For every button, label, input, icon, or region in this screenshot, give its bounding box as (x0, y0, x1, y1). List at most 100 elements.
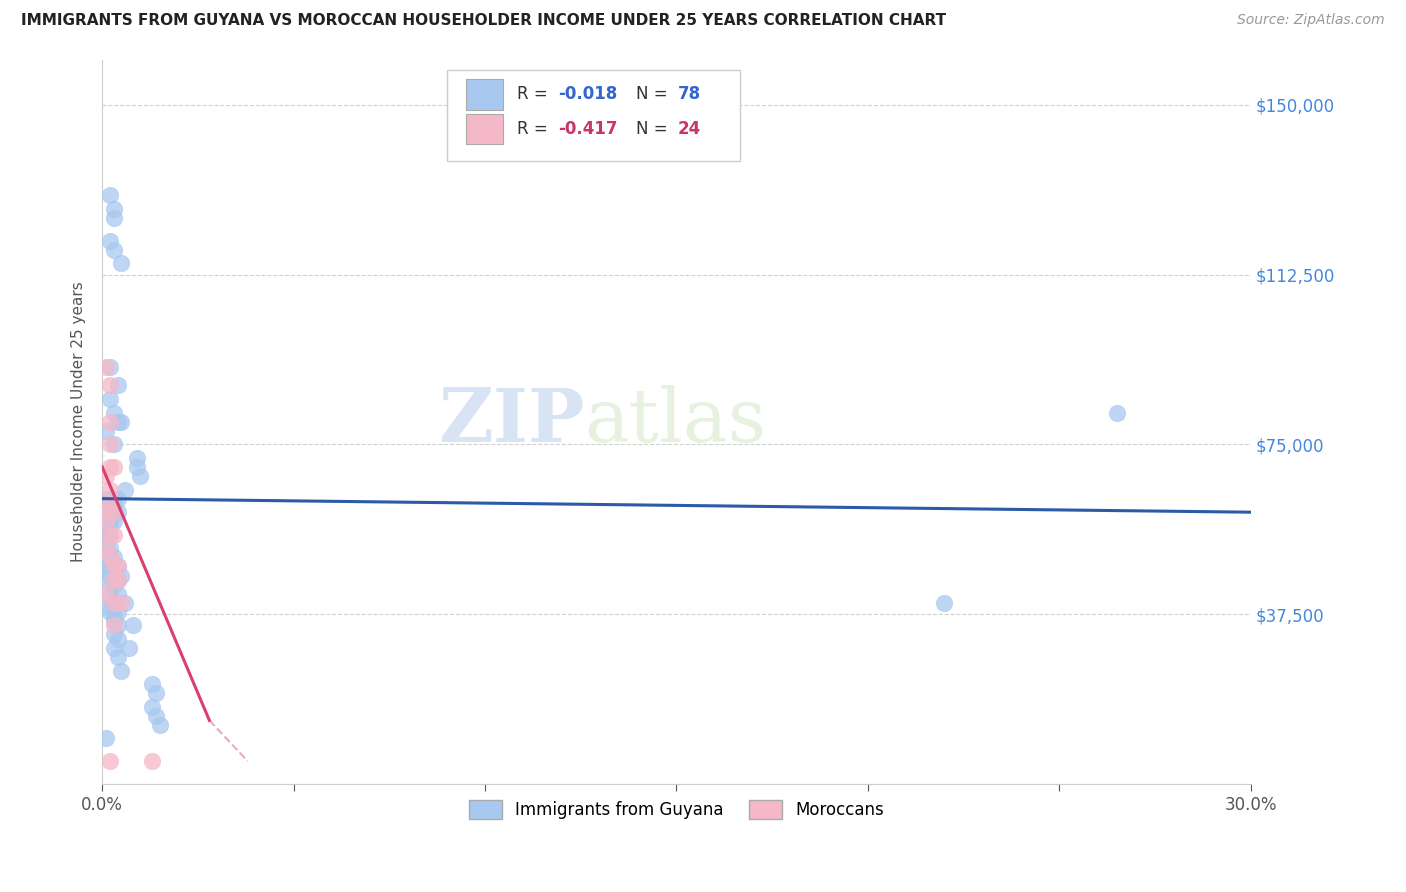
Point (98, 509, 121, 524)
Point (98, 360, 121, 375)
Text: IMMIGRANTS FROM GUYANA VS MOROCCAN HOUSEHOLDER INCOME UNDER 25 YEARS CORRELATION: IMMIGRANTS FROM GUYANA VS MOROCCAN HOUSE… (21, 13, 946, 29)
Point (110, 415, 132, 429)
Point (94, 537, 117, 551)
Point (110, 568, 132, 582)
Point (98, 528, 121, 542)
Point (94, 550, 117, 565)
Point (1105, 406, 1128, 420)
Point (94, 528, 117, 542)
Point (103, 577, 125, 591)
Legend: Immigrants from Guyana, Moroccans: Immigrants from Guyana, Moroccans (463, 794, 891, 826)
Point (107, 650, 129, 665)
Point (107, 559, 129, 574)
Point (98, 483, 121, 497)
Point (98, 415, 121, 429)
Text: ZIP: ZIP (439, 385, 585, 458)
Point (98, 378, 121, 392)
Point (94, 360, 117, 375)
Point (141, 699, 163, 714)
Text: N =: N = (636, 86, 673, 103)
Point (94, 533, 117, 547)
Point (110, 664, 132, 678)
Point (94, 514, 117, 528)
Text: Source: ZipAtlas.com: Source: ZipAtlas.com (1237, 13, 1385, 28)
Point (103, 559, 125, 574)
Text: 78: 78 (678, 86, 700, 103)
Point (98, 754, 121, 768)
Point (125, 450, 148, 465)
FancyBboxPatch shape (467, 79, 503, 110)
Point (110, 596, 132, 610)
Point (103, 528, 125, 542)
Point (107, 587, 129, 601)
Point (125, 459, 148, 474)
Point (94, 541, 117, 556)
Text: atlas: atlas (585, 385, 766, 458)
Point (103, 596, 125, 610)
Point (107, 559, 129, 574)
Point (103, 627, 125, 641)
Point (114, 483, 136, 497)
Point (103, 550, 125, 565)
Point (94, 587, 117, 601)
Point (103, 596, 125, 610)
Point (94, 523, 117, 537)
Text: -0.018: -0.018 (558, 86, 617, 103)
FancyBboxPatch shape (447, 70, 740, 161)
Point (107, 573, 129, 587)
Point (141, 754, 163, 768)
Point (94, 509, 117, 524)
Point (149, 718, 172, 732)
Y-axis label: Householder Income Under 25 years: Householder Income Under 25 years (72, 281, 86, 562)
Point (107, 415, 129, 429)
Point (98, 518, 121, 533)
Point (98, 577, 121, 591)
Point (103, 491, 125, 506)
Point (103, 211, 125, 225)
Point (121, 618, 143, 632)
Point (94, 496, 117, 510)
Point (107, 573, 129, 587)
Point (94, 469, 117, 483)
Point (103, 406, 125, 420)
Text: -0.417: -0.417 (558, 120, 617, 138)
Text: N =: N = (636, 120, 673, 138)
Point (107, 378, 129, 392)
Point (103, 573, 125, 587)
Text: R =: R = (517, 120, 553, 138)
Point (107, 491, 129, 506)
Point (129, 469, 152, 483)
Point (98, 605, 121, 619)
Point (98, 505, 121, 519)
Text: 24: 24 (678, 120, 700, 138)
Point (103, 437, 125, 451)
Point (98, 234, 121, 248)
Point (98, 568, 121, 582)
Point (98, 491, 121, 506)
Point (107, 632, 129, 646)
Point (98, 514, 121, 528)
Point (94, 500, 117, 515)
Point (98, 496, 121, 510)
Point (94, 505, 117, 519)
Point (98, 459, 121, 474)
Text: R =: R = (517, 86, 553, 103)
Point (110, 256, 132, 270)
Point (103, 243, 125, 257)
Point (103, 618, 125, 632)
Point (141, 677, 163, 691)
Point (98, 437, 121, 451)
Point (94, 559, 117, 574)
Point (94, 555, 117, 569)
Point (103, 459, 125, 474)
Point (98, 188, 121, 202)
Point (98, 591, 121, 606)
Point (94, 731, 117, 746)
Point (94, 564, 117, 578)
Point (94, 514, 117, 528)
Point (107, 505, 129, 519)
Point (107, 618, 129, 632)
FancyBboxPatch shape (467, 114, 503, 145)
Point (103, 514, 125, 528)
Point (94, 546, 117, 560)
